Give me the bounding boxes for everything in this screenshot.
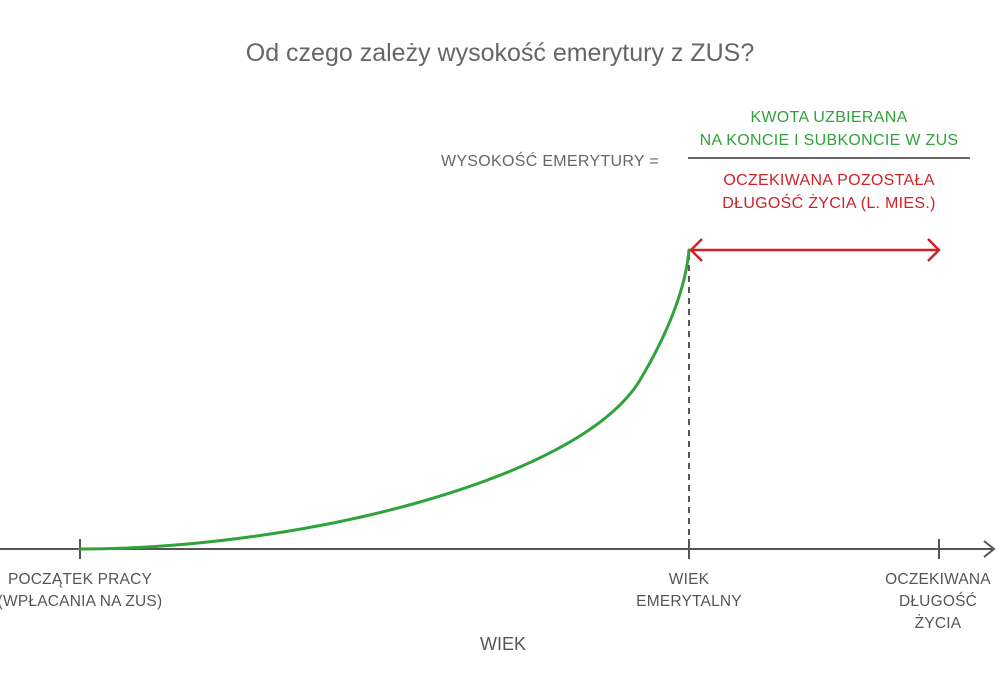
tick-label-life-expectancy-line-3: ŻYCIA	[915, 614, 962, 632]
tick-label-work-start-line-2: (WPŁACANIA NA ZUS)	[0, 593, 162, 610]
savings-growth-curve	[78, 248, 691, 551]
formula-numerator-line-2: NA KONCIE I SUBKONCIE W ZUS	[700, 132, 959, 149]
formula-denominator-line-2: DŁUGOŚĆ ŻYCIA (L. MIES.)	[722, 193, 935, 212]
formula-numerator-line-1: KWOTA UZBIERANA	[750, 109, 907, 126]
formula-denominator-line-1: OCZEKIWANA POZOSTAŁA	[723, 172, 934, 189]
tick-label-work-start-line-1: POCZĄTEK PRACY	[8, 571, 152, 588]
tick-label-life-expectancy-line-2: DŁUGOŚĆ	[899, 592, 977, 610]
axis-label-age: WIEK	[480, 634, 526, 654]
age-axis-arrowhead	[983, 540, 996, 558]
diagram-title: Od czego zależy wysokość emerytury z ZUS…	[246, 39, 755, 67]
life-expectancy-arrowhead-left	[689, 238, 703, 262]
tick-label-retirement-line-1: WIEK	[669, 571, 710, 588]
tick-label-life-expectancy-line-1: OCZEKIWANA	[885, 571, 991, 588]
life-expectancy-arrowhead-right	[927, 238, 941, 262]
formula-label: WYSOKOŚĆ EMERYTURY =	[441, 151, 659, 170]
tick-label-retirement-line-2: EMERYTALNY	[636, 593, 742, 610]
